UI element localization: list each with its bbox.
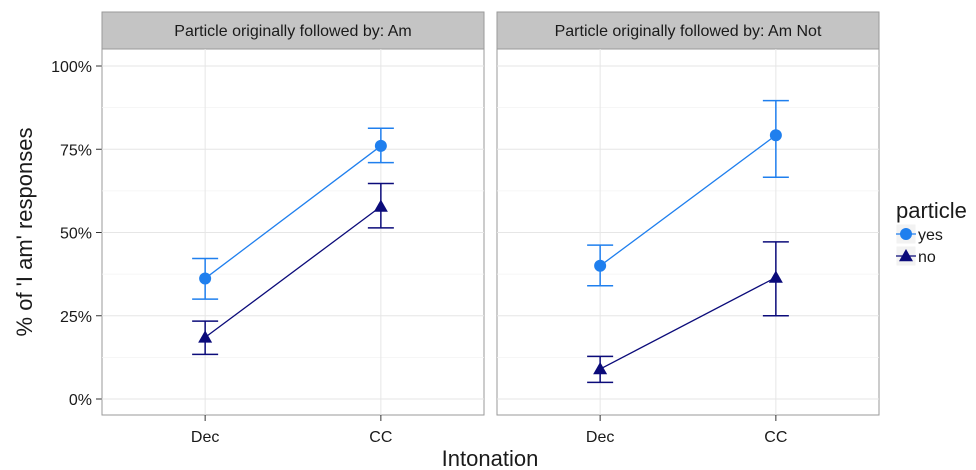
legend: particle yes no <box>895 198 967 267</box>
legend-key-marker <box>900 228 912 240</box>
legend-label: no <box>918 249 936 266</box>
panel-title: Particle originally followed by: Am Not <box>555 23 822 40</box>
y-tick-label: 0% <box>69 392 92 409</box>
y-tick-label: 100% <box>51 59 92 76</box>
x-tick-label: Dec <box>191 429 219 446</box>
x-axis-title: Intonation <box>442 446 539 470</box>
x-tick-label: CC <box>764 429 787 446</box>
panel-1: Particle originally followed by: Am Dec CC <box>101 11 485 446</box>
x-tick-label: CC <box>369 429 392 446</box>
legend-label: yes <box>918 227 943 244</box>
series-line-yes <box>599 134 777 267</box>
data-point-yes <box>374 139 387 152</box>
data-point-no <box>373 199 388 212</box>
panel-strip <box>101 11 485 50</box>
panel-2: Particle originally followed by: Am Not D… <box>496 11 880 446</box>
data-point-yes <box>594 259 607 272</box>
legend-key-marker <box>899 249 913 262</box>
data-point-no <box>198 330 213 343</box>
data-point-no <box>593 362 608 375</box>
x-tick-label: Dec <box>586 429 614 446</box>
series-line-no <box>204 206 382 338</box>
data-point-yes <box>769 129 782 142</box>
y-tick-label: 25% <box>60 309 92 326</box>
y-tick-label: 75% <box>60 142 92 159</box>
data-point-yes <box>199 272 212 285</box>
legend-title: particle <box>896 198 967 223</box>
y-tick-label: 50% <box>60 226 92 243</box>
panel-title: Particle originally followed by: Am <box>174 23 411 40</box>
series-line-yes <box>204 145 382 279</box>
y-axis-title: % of 'I am' responses <box>12 128 37 337</box>
series-line-no <box>599 276 777 370</box>
data-point-no <box>768 270 783 283</box>
